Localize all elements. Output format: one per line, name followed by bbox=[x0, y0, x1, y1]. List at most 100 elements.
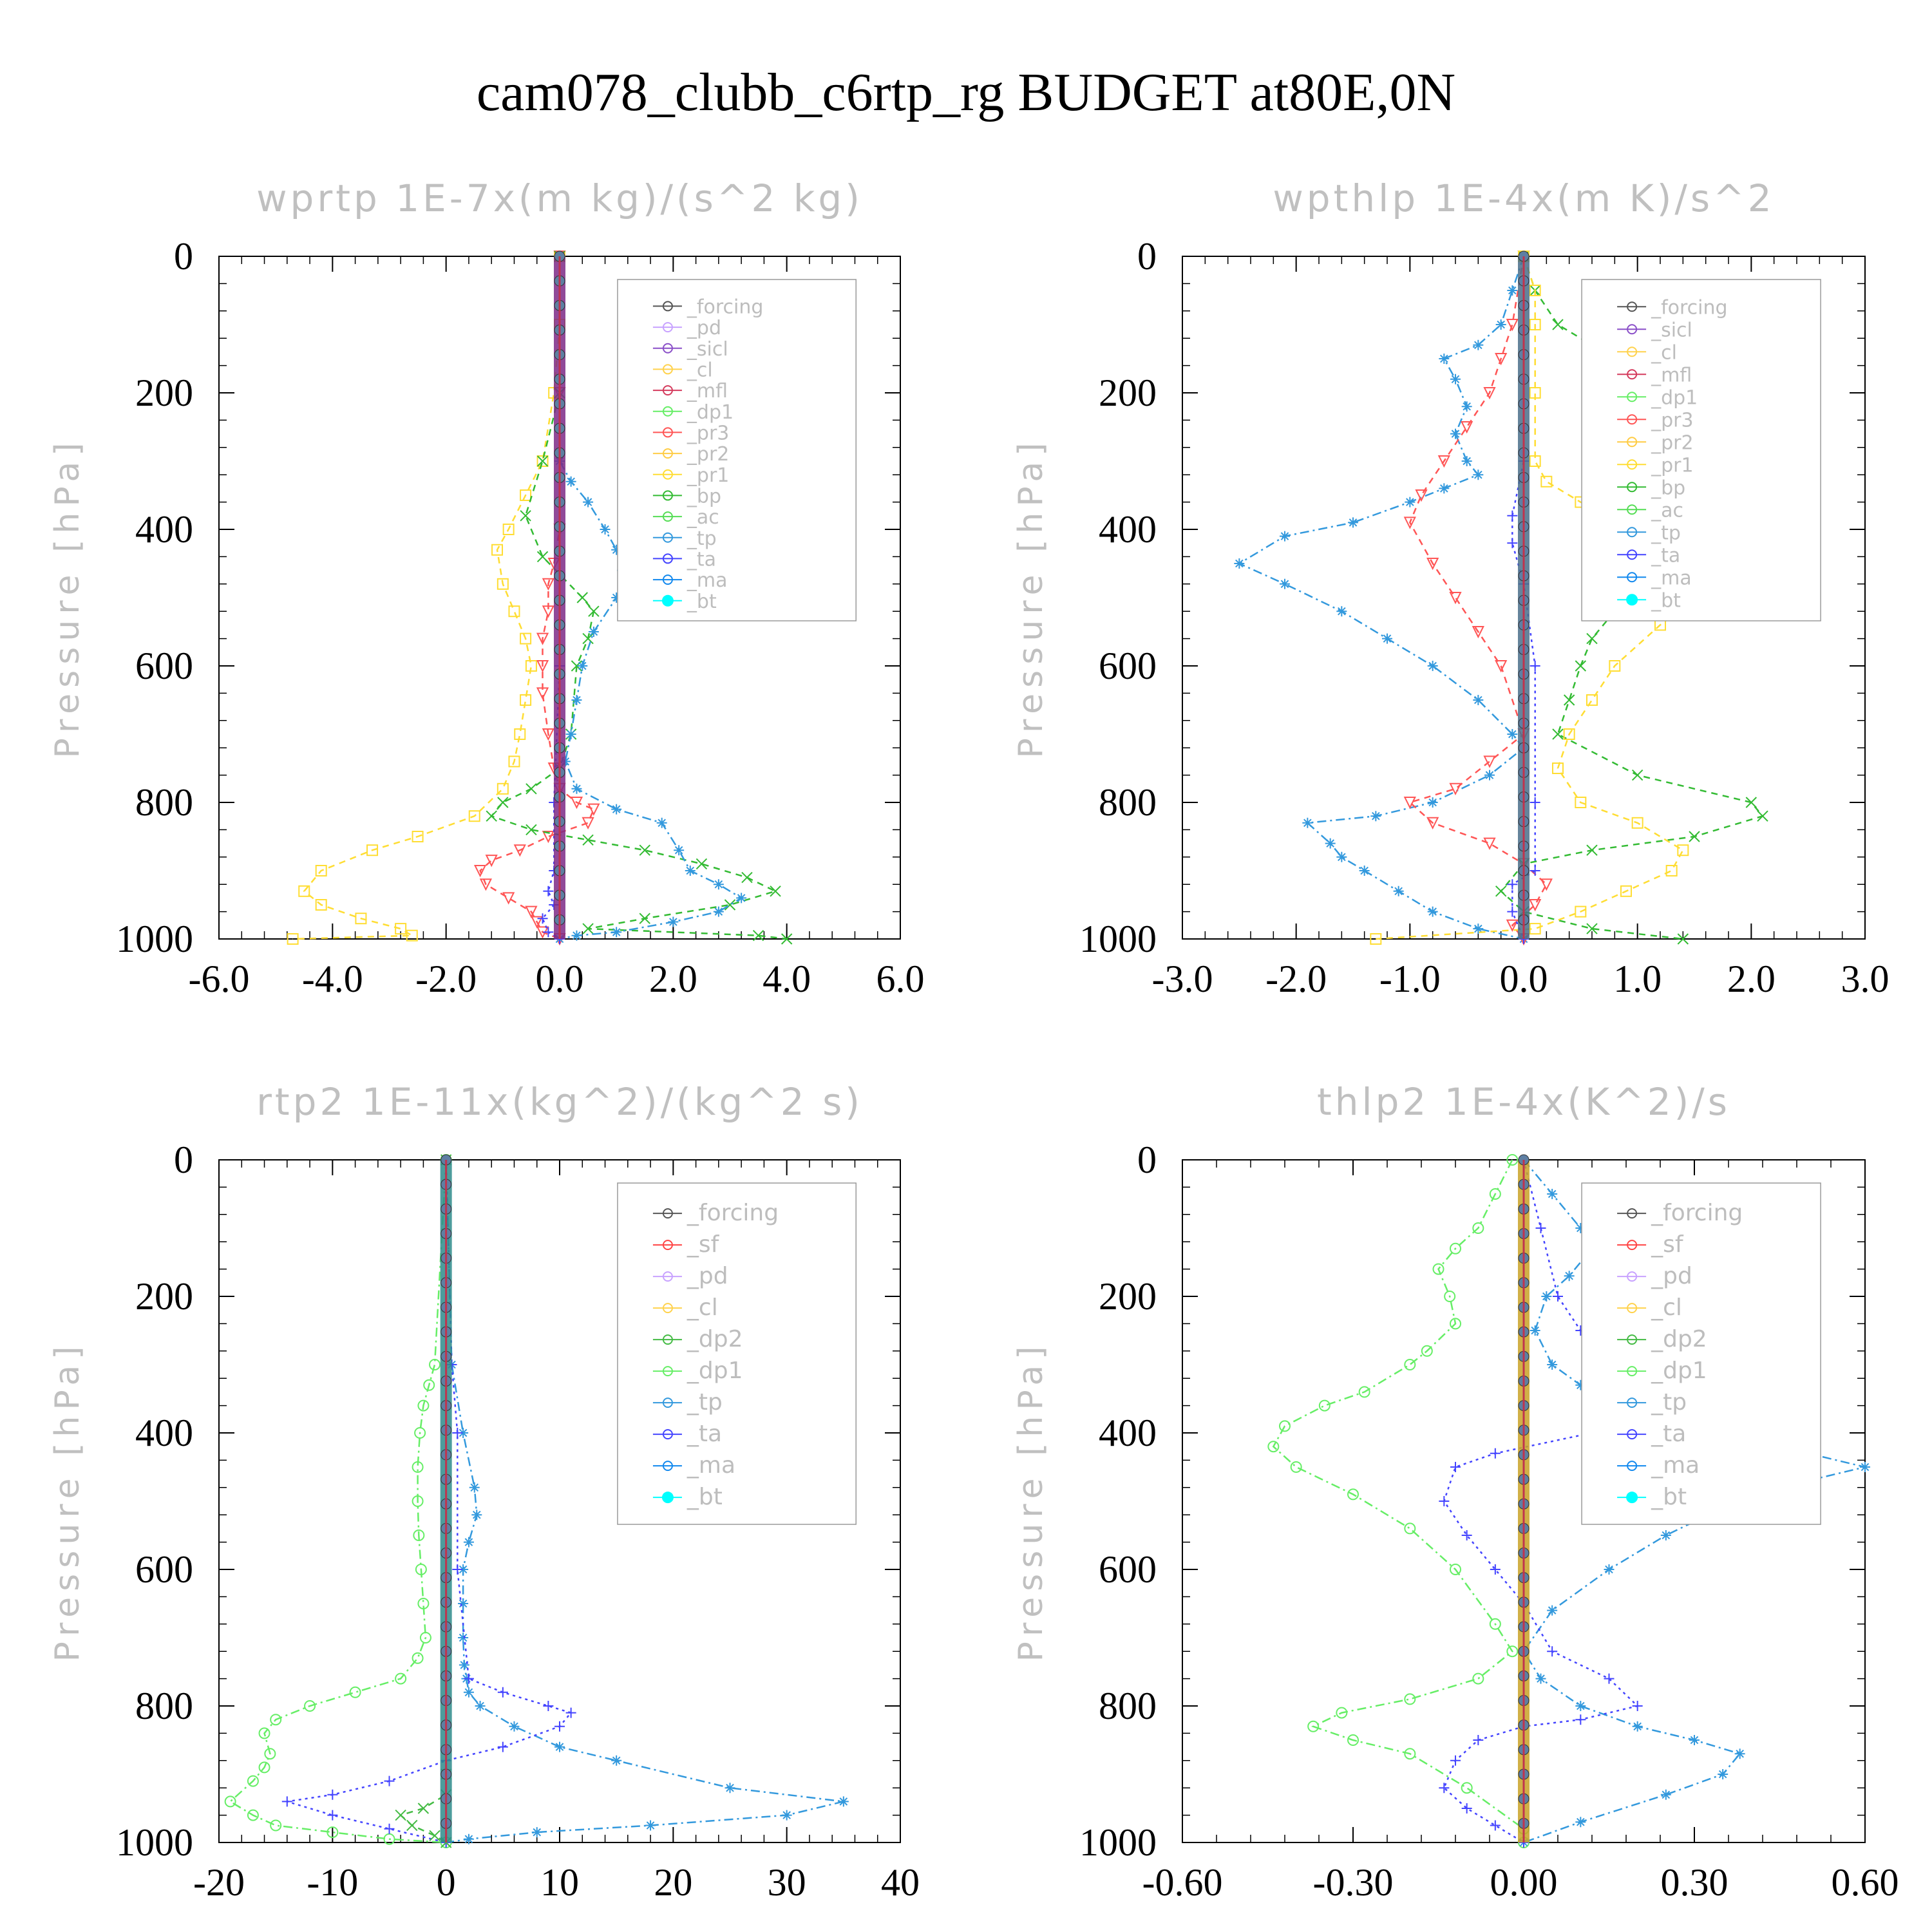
legend-marker bbox=[662, 490, 673, 501]
data-point bbox=[781, 933, 793, 945]
panel-title: thlp2 1E-4x(K^2)/s bbox=[1317, 1080, 1730, 1124]
data-point bbox=[315, 865, 327, 876]
data-point bbox=[1461, 401, 1472, 412]
data-point bbox=[1450, 428, 1461, 439]
data-point bbox=[1307, 1720, 1320, 1732]
x-tick-label: 2.0 bbox=[1727, 958, 1776, 1000]
data-point bbox=[412, 1461, 424, 1473]
data-point bbox=[588, 627, 599, 637]
x-tick-label: -1.0 bbox=[1379, 958, 1441, 1000]
y-tick-label: 800 bbox=[1099, 1685, 1157, 1727]
legend-label: _ta bbox=[1651, 544, 1680, 567]
chart-panel-3: rtp2 1E-11x(kg^2)/(kg^2 s) Pressure [hPa]… bbox=[48, 1080, 920, 1904]
data-point bbox=[1427, 797, 1438, 808]
data-point bbox=[247, 1809, 259, 1821]
legend-label: _mfl bbox=[687, 380, 728, 402]
data-point bbox=[415, 1564, 427, 1575]
data-point bbox=[571, 783, 582, 794]
legend-marker bbox=[662, 469, 673, 480]
data-point bbox=[270, 1714, 282, 1726]
data-point bbox=[1472, 1672, 1484, 1685]
data-point bbox=[1472, 1222, 1484, 1234]
data-point bbox=[429, 1830, 440, 1842]
data-point bbox=[414, 1427, 426, 1439]
x-tick-label: 6.0 bbox=[876, 958, 925, 1000]
series-line bbox=[292, 256, 561, 940]
data-point bbox=[412, 1652, 424, 1664]
legend-marker bbox=[662, 427, 673, 438]
panel-title: wprtp 1E-7x(m kg)/(s^2 kg) bbox=[256, 176, 863, 220]
data-point bbox=[611, 927, 622, 938]
y-tick-label: 200 bbox=[1099, 1275, 1157, 1318]
data-point bbox=[1718, 1769, 1728, 1779]
legend-marker bbox=[1627, 1303, 1638, 1314]
data-point bbox=[419, 1632, 431, 1643]
data-point bbox=[1495, 660, 1508, 673]
panel-title: wpthlp 1E-4x(m K)/s^2 bbox=[1273, 176, 1774, 220]
data-point bbox=[1484, 770, 1495, 781]
data-point bbox=[1234, 558, 1245, 569]
data-point bbox=[1403, 516, 1416, 529]
legend-label: _tp bbox=[687, 527, 717, 550]
legend-marker bbox=[1627, 437, 1638, 448]
data-point bbox=[1507, 510, 1518, 521]
data-point bbox=[471, 1510, 482, 1520]
legend-marker bbox=[1626, 594, 1638, 606]
data-point bbox=[611, 544, 622, 555]
data-point bbox=[1318, 1399, 1331, 1412]
data-point bbox=[1860, 1462, 1870, 1472]
series-dp1 bbox=[1267, 1154, 1530, 1848]
legend-marker bbox=[1627, 346, 1638, 357]
legend-marker bbox=[662, 1303, 673, 1314]
data-point bbox=[1461, 1782, 1473, 1794]
data-point bbox=[1347, 1734, 1359, 1746]
data-point bbox=[1529, 455, 1541, 467]
data-point bbox=[1547, 1605, 1558, 1616]
data-point bbox=[475, 1701, 486, 1711]
data-point bbox=[1660, 1530, 1671, 1540]
x-tick-label: 0.0 bbox=[536, 958, 584, 1000]
data-point bbox=[1575, 905, 1587, 918]
data-point bbox=[1495, 886, 1507, 897]
data-point bbox=[1563, 694, 1575, 706]
data-point bbox=[1450, 1242, 1461, 1255]
data-point bbox=[520, 489, 532, 501]
data-point bbox=[452, 1428, 463, 1438]
data-point bbox=[1507, 538, 1518, 549]
x-tick-label: -2.0 bbox=[1265, 958, 1327, 1000]
data-point bbox=[543, 1701, 554, 1711]
legend-label: _sicl bbox=[687, 338, 728, 361]
data-point bbox=[1529, 899, 1542, 912]
data-point bbox=[1575, 1223, 1586, 1233]
data-point bbox=[486, 810, 497, 822]
legend-marker bbox=[1627, 527, 1638, 538]
data-point bbox=[1620, 885, 1632, 897]
legend-marker bbox=[1627, 1240, 1638, 1251]
data-point bbox=[1449, 782, 1462, 796]
series-tp bbox=[1234, 251, 1529, 944]
data-point bbox=[1461, 456, 1472, 466]
x-tick-label: 4.0 bbox=[762, 958, 811, 1000]
data-point bbox=[1370, 811, 1381, 822]
data-point bbox=[258, 1727, 270, 1739]
data-point bbox=[1489, 1188, 1501, 1200]
data-point bbox=[713, 879, 724, 890]
data-point bbox=[1439, 483, 1450, 494]
legend-label: _bt bbox=[687, 1484, 723, 1510]
y-tick-label: 200 bbox=[1099, 372, 1157, 414]
x-tick-label: -10 bbox=[307, 1861, 358, 1904]
legend-marker bbox=[1627, 392, 1638, 402]
data-point bbox=[1677, 933, 1689, 945]
data-point bbox=[1575, 797, 1587, 808]
data-point bbox=[1382, 633, 1392, 644]
y-tick-label: 1000 bbox=[1079, 1821, 1157, 1864]
data-point bbox=[583, 497, 594, 507]
data-point bbox=[1450, 1318, 1461, 1330]
legend-label: _ac bbox=[1651, 499, 1683, 522]
data-point bbox=[520, 510, 531, 522]
data-point bbox=[1489, 1618, 1501, 1630]
chart-panel-4: thlp2 1E-4x(K^2)/s Pressure [hPa] -0.60 -0.… bbox=[1012, 1080, 1899, 1904]
series-line bbox=[287, 1159, 573, 1844]
data-point bbox=[1586, 923, 1598, 934]
y-axis-label: Pressure [hPa] bbox=[1012, 437, 1050, 759]
